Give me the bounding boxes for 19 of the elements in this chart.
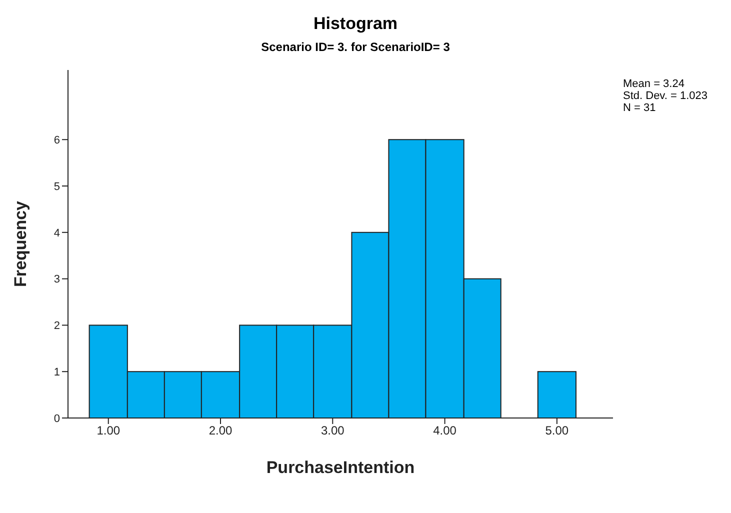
x-tick-label: 5.00 [545, 424, 569, 438]
y-tick-label: 4 [54, 227, 60, 240]
x-tick-label: 4.00 [433, 424, 457, 438]
chart-title: Histogram [312, 14, 399, 34]
x-tick-label: 3.00 [320, 424, 345, 438]
x-axis-title: PurchaseIntention [266, 458, 415, 477]
text: Mean = 3.24 [623, 78, 686, 90]
y-tick-label: 5 [54, 180, 60, 193]
x-tick-label: 1.00 [96, 424, 120, 438]
text: Std. Dev. = 1.023 [623, 90, 708, 102]
y-tick-label: 2 [54, 320, 60, 332]
text: N = 31 [623, 102, 657, 114]
y-tick-label: 3 [54, 274, 60, 286]
chart-subtitle: Scenario ID= 3. for ScenarioID= 3 [260, 40, 451, 54]
y-tick-label: 1 [54, 366, 60, 379]
y-tick-label: 0 [54, 412, 60, 425]
y-axis-title: Frequency [11, 200, 30, 287]
x-tick-label: 2.00 [208, 424, 233, 438]
y-tick-label: 6 [54, 134, 60, 147]
